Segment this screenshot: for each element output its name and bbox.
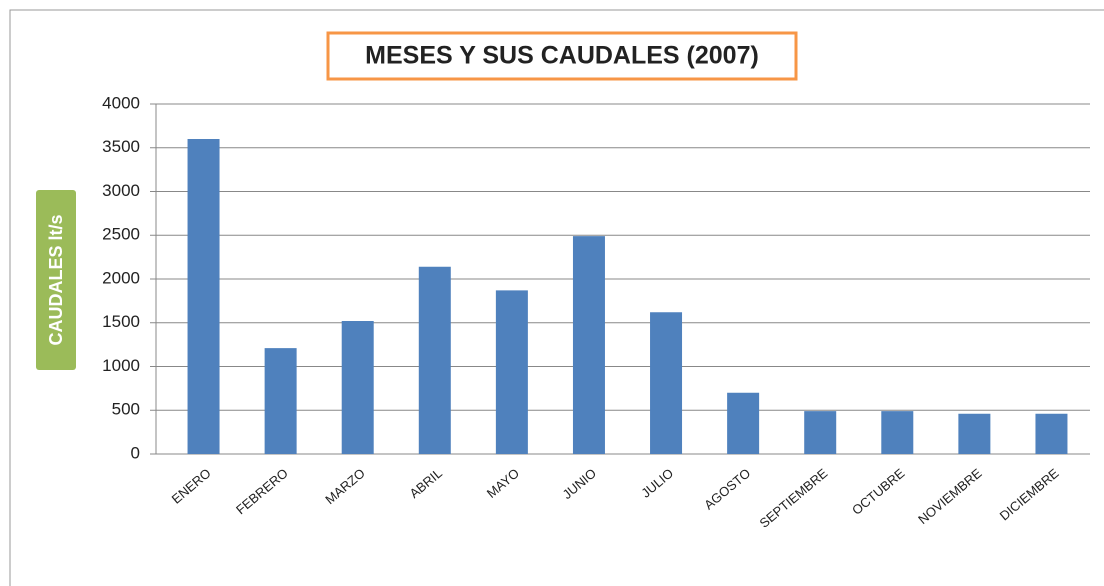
x-tick-label: MARZO [322, 465, 368, 507]
bar [958, 413, 991, 454]
x-tick-label: AGOSTO [701, 465, 753, 512]
bar [187, 139, 220, 454]
y-tick-label: 0 [131, 443, 140, 462]
bar [1035, 413, 1068, 454]
y-tick-label: 500 [112, 400, 140, 419]
x-tick-label: MAYO [484, 465, 522, 500]
x-tick-label: DICIEMBRE [997, 465, 1062, 523]
bar [264, 348, 297, 454]
x-tick-label: FEBRERO [233, 465, 291, 517]
y-tick-label: 4000 [102, 93, 140, 112]
y-tick-label: 3000 [102, 181, 140, 200]
x-tick-label: ENERO [169, 465, 214, 506]
bar [572, 236, 605, 454]
y-tick-label: 2500 [102, 225, 140, 244]
bar [881, 411, 914, 454]
chart-title: MESES Y SUS CAUDALES (2007) [365, 42, 759, 70]
chart-border [9, 9, 1104, 586]
y-tick-label: 3500 [102, 137, 140, 156]
x-tick-label: JUNIO [560, 465, 600, 502]
x-tick-label: ABRIL [407, 465, 445, 501]
y-tick-label: 1000 [102, 356, 140, 375]
bar [650, 312, 683, 454]
y-tick-label: 1500 [102, 312, 140, 331]
bar [804, 411, 837, 454]
bar [727, 392, 760, 454]
x-tick-label: SEPTIEMBRE [757, 465, 831, 531]
x-tick-label: OCTUBRE [849, 465, 908, 518]
bar [341, 321, 374, 454]
title-box [326, 31, 798, 81]
x-tick-label: JULIO [638, 465, 676, 500]
x-tick-label: NOVIEMBRE [915, 465, 985, 527]
bar [495, 290, 528, 454]
y-axis-label: CAUDALES lt/s [46, 214, 66, 345]
bar [418, 266, 451, 454]
y-tick-label: 2000 [102, 268, 140, 287]
y-label-box [36, 190, 76, 370]
